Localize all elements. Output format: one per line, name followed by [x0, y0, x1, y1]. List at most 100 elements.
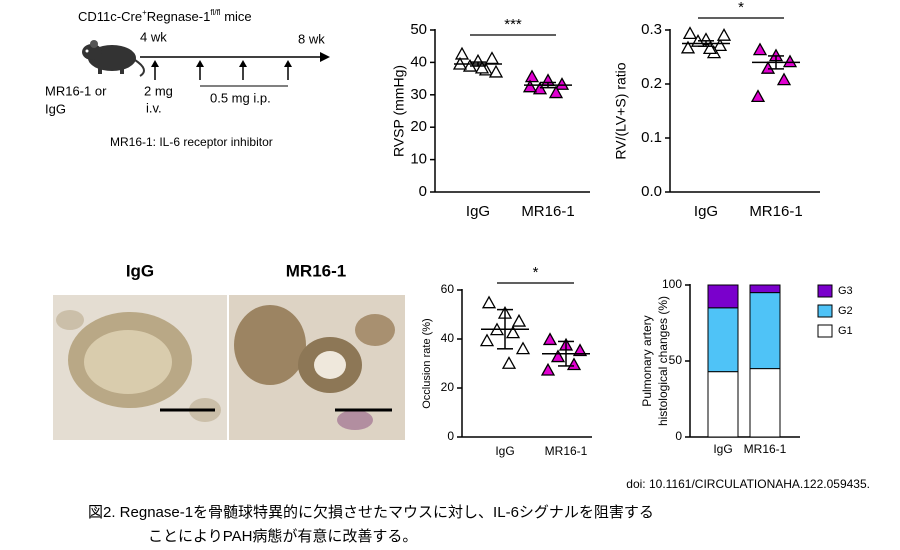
data-point: [542, 332, 558, 346]
x-tick-label: IgG: [495, 444, 514, 458]
y-axis-label: Pulmonary artery: [640, 315, 654, 406]
y-tick-label: 0.3: [641, 21, 662, 38]
data-point: [752, 42, 768, 56]
data-point: [522, 79, 538, 93]
arrow-heads: [151, 60, 292, 67]
bar-segment: [707, 371, 739, 438]
data-point: [550, 349, 566, 363]
y-tick-label: 40: [441, 331, 455, 345]
data-point: [760, 61, 776, 74]
y-tick-label: 0: [675, 429, 682, 443]
histology-label: MR16-1: [286, 261, 346, 280]
x-tick-label: MR16-1: [545, 444, 588, 458]
data-point: [716, 28, 732, 41]
data-point: [712, 38, 728, 52]
data-point: [782, 54, 798, 68]
data-point: [566, 357, 582, 371]
bar-segment: [707, 307, 739, 373]
y-tick-label: 0: [419, 183, 427, 200]
data-point: [554, 77, 570, 90]
x-tick-label: IgG: [466, 203, 490, 220]
bar-segment: [749, 368, 781, 438]
data-point: [776, 72, 792, 86]
y-tick-label: 50: [669, 353, 683, 367]
doi: doi: 10.1161/CIRCULATIONAHA.122.059435.: [626, 477, 870, 491]
mouse-icon: [82, 40, 145, 77]
data-point: [501, 356, 517, 369]
x-tick-label: IgG: [713, 442, 732, 456]
x-tick-label: MR16-1: [744, 442, 787, 456]
title-sup: fl/fl: [210, 8, 220, 17]
caption: ことによりPAH病態が有意に改善する。: [148, 527, 417, 545]
data-point: [454, 46, 470, 60]
x-tick-label: IgG: [694, 203, 718, 220]
data-point: [511, 313, 527, 327]
y-tick-label: 0: [447, 429, 454, 443]
data-point: [680, 40, 696, 54]
data-point: [481, 295, 497, 309]
bar-segment: [749, 284, 781, 294]
caption: 図2. Regnase-1を骨髄球特異的に欠損させたマウスに対し、IL-6シグナ…: [88, 504, 654, 521]
legend-swatch: [817, 324, 833, 338]
y-tick-label: 0.0: [641, 183, 662, 200]
title-sup: +: [142, 8, 147, 17]
title-part: mice: [221, 9, 252, 24]
y-tick-label: 0.1: [641, 129, 662, 146]
data-point: [524, 69, 540, 83]
first-dose: 2 mg: [144, 83, 173, 98]
data-point: [515, 341, 531, 355]
y-axis-label: RVSP (mmHg): [391, 65, 407, 157]
protocol-note: MR16-1: IL-6 receptor inhibitor: [110, 135, 273, 149]
end-label: 8 wk: [298, 31, 325, 46]
bar-segment: [707, 284, 739, 309]
y-tick-label: 60: [441, 282, 455, 296]
data-point: [488, 64, 504, 78]
x-tick-label: MR16-1: [749, 203, 802, 220]
data-point: [702, 41, 718, 55]
dose-arrows: [154, 64, 289, 80]
y-tick-label: 40: [410, 53, 427, 70]
legend-swatch: [817, 284, 833, 298]
data-point: [484, 51, 500, 65]
y-tick-label: 20: [441, 380, 455, 394]
data-point: [479, 333, 495, 347]
y-tick-label: 0.2: [641, 75, 662, 92]
bar-segment: [749, 292, 781, 370]
first-dose: i.v.: [146, 100, 162, 115]
legend-label: G3: [838, 285, 853, 297]
legend-label: G2: [838, 305, 853, 317]
x-tick-label: MR16-1: [521, 203, 574, 220]
later-doses: 0.5 mg i.p.: [210, 90, 271, 105]
y-tick-label: 20: [410, 118, 427, 135]
data-point: [548, 85, 564, 99]
histology-label: IgG: [126, 261, 154, 280]
treatment: MR16-1 or: [45, 83, 107, 98]
title-part: Regnase-1: [147, 9, 211, 24]
y-axis-label: Occlusion rate (%): [421, 318, 433, 408]
y-tick-label: 10: [410, 151, 427, 168]
significance: ***: [504, 16, 522, 33]
timeline-arrow: [320, 52, 330, 62]
histology-image: [53, 295, 227, 440]
protocol-title: CD11c-Cre+Regnase-1fl/fl mice: [78, 8, 252, 24]
treatment: IgG: [45, 101, 66, 116]
title-part: CD11c-Cre: [78, 9, 142, 24]
data-point: [474, 60, 490, 74]
data-point: [750, 89, 766, 103]
data-point: [505, 325, 521, 339]
data-point: [572, 343, 588, 357]
significance: *: [533, 264, 539, 281]
start-label: 4 wk: [140, 29, 167, 44]
y-tick-label: 50: [410, 21, 427, 38]
legend-label: G1: [838, 325, 853, 337]
histology-image: [229, 295, 405, 440]
y-axis-label: RV/(LV+S) ratio: [613, 62, 629, 159]
legend-swatch: [817, 304, 833, 318]
data-point: [682, 26, 698, 40]
y-axis-label: histological changes (%): [656, 296, 670, 426]
significance: *: [738, 0, 744, 16]
data-point: [540, 362, 556, 376]
y-tick-label: 100: [662, 277, 682, 291]
y-tick-label: 30: [410, 86, 427, 103]
